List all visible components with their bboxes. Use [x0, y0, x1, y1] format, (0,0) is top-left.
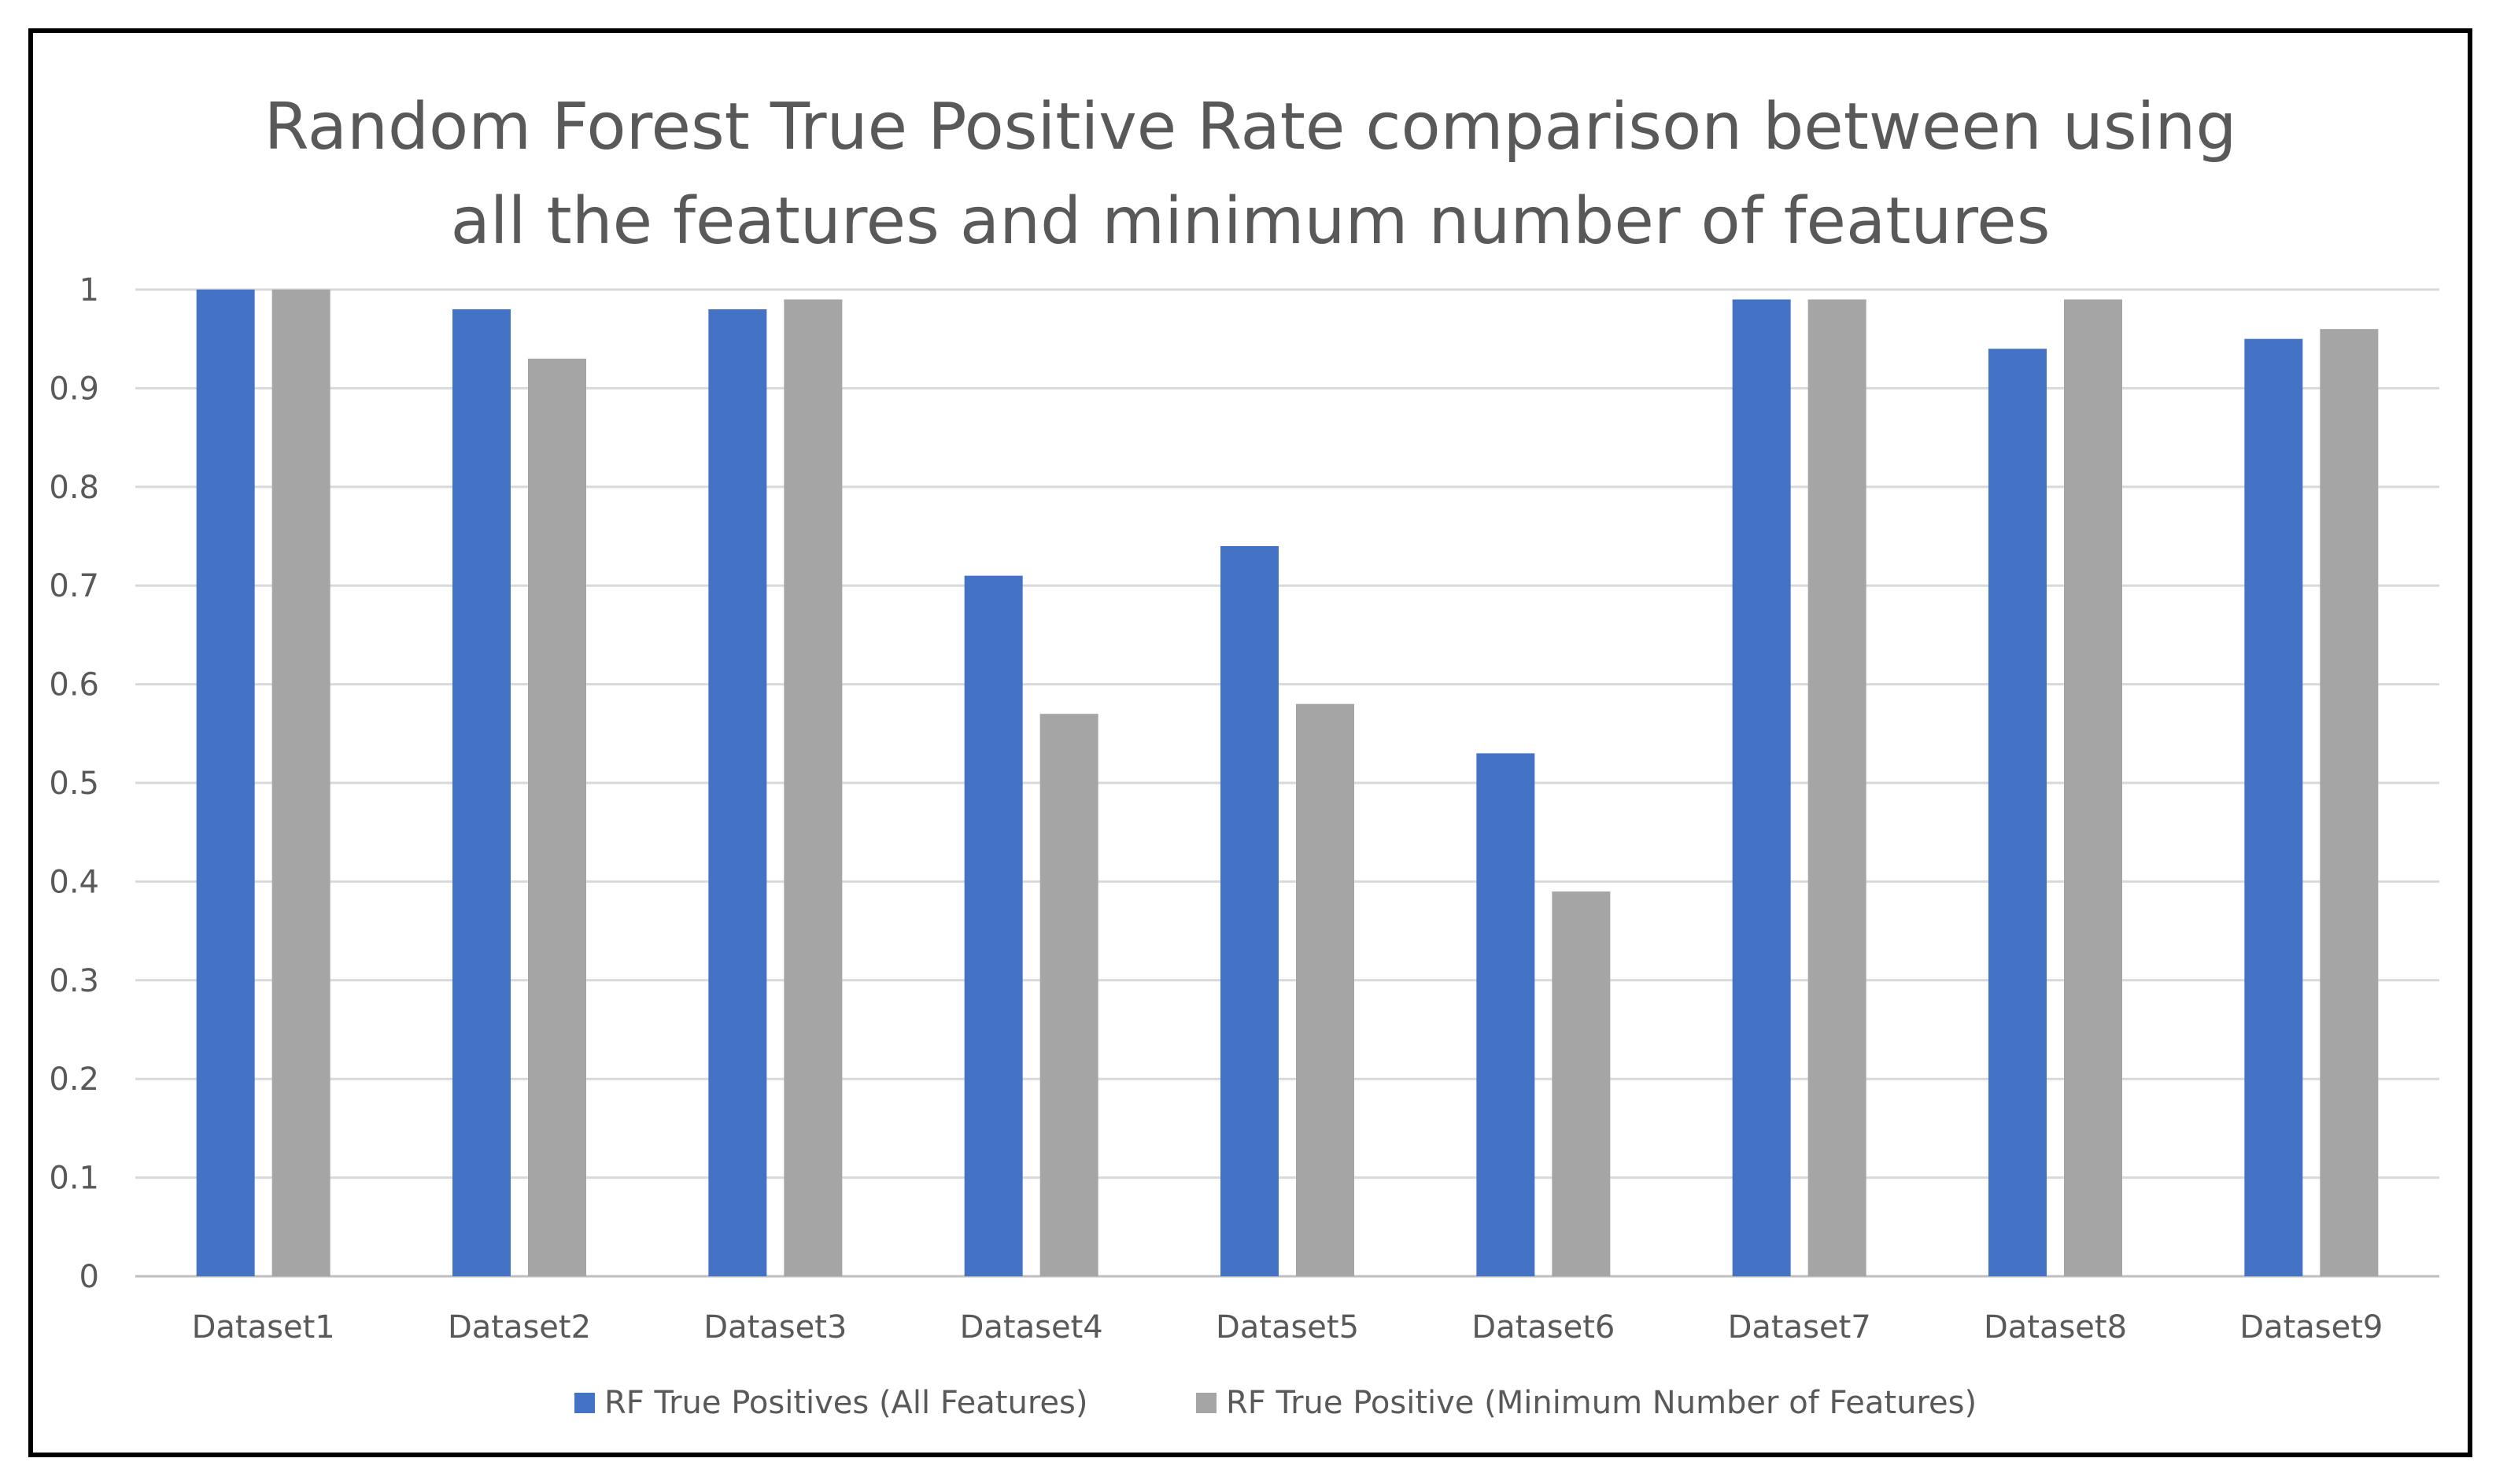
bar-min-features-dataset5 [1296, 703, 1354, 1276]
bar-min-features-dataset9 [2320, 329, 2379, 1276]
bar-all-features-dataset6 [1476, 753, 1535, 1276]
y-tick-label: 0 [79, 1259, 99, 1295]
legend-item-min-features-label: RF True Positive (Minimum Number of Feat… [1226, 1385, 1977, 1421]
chart-title: Random Forest True Positive Rate compari… [33, 80, 2468, 269]
y-tick-label: 0.4 [49, 864, 99, 900]
bar-all-features-dataset7 [1732, 299, 1791, 1276]
x-category-label: Dataset2 [448, 1309, 591, 1346]
x-category-label: Dataset9 [2239, 1309, 2383, 1346]
y-tick-label: 0.1 [49, 1161, 99, 1197]
chart-title-line-2: all the features and minimum number of f… [450, 184, 2051, 259]
bar-all-features-dataset1 [196, 290, 255, 1276]
y-tick-label: 0.3 [49, 963, 99, 999]
x-category-label: Dataset7 [1728, 1309, 1871, 1346]
bar-min-features-dataset4 [1039, 714, 1098, 1276]
bar-all-features-dataset3 [708, 309, 767, 1277]
bar-min-features-dataset8 [2064, 299, 2122, 1276]
bar-all-features-dataset4 [964, 575, 1023, 1276]
x-category-label: Dataset4 [960, 1309, 1103, 1346]
chart-title-line-1: Random Forest True Positive Rate compari… [264, 90, 2237, 164]
legend-item-all-features-label: RF True Positives (All Features) [604, 1385, 1087, 1421]
bar-all-features-dataset5 [1220, 546, 1279, 1276]
x-category-label: Dataset8 [1984, 1309, 2127, 1346]
y-tick-label: 0.5 [49, 766, 99, 802]
y-tick-label: 0.7 [49, 568, 99, 604]
y-tick-label: 0.2 [49, 1061, 99, 1098]
bar-all-features-dataset8 [1988, 349, 2047, 1276]
bar-min-features-dataset1 [271, 290, 330, 1276]
x-category-label: Dataset5 [1216, 1309, 1359, 1346]
x-category-label: Dataset3 [703, 1309, 847, 1346]
x-category-label: Dataset6 [1471, 1309, 1615, 1346]
bar-min-features-dataset2 [528, 358, 586, 1276]
legend-item-min-features-swatch [1196, 1393, 1217, 1413]
bar-all-features-dataset2 [452, 309, 511, 1277]
bar-min-features-dataset3 [784, 299, 843, 1276]
y-tick-label: 0.8 [49, 470, 99, 506]
bar-all-features-dataset9 [2244, 338, 2303, 1277]
y-tick-label: 0.9 [49, 371, 99, 407]
y-tick-label: 0.6 [49, 667, 99, 703]
x-category-label: Dataset1 [192, 1309, 335, 1346]
legend-item-all-features-swatch [574, 1393, 595, 1413]
bar-min-features-dataset7 [1807, 299, 1866, 1276]
bar-min-features-dataset6 [1552, 891, 1611, 1276]
y-tick-label: 1 [79, 272, 99, 308]
